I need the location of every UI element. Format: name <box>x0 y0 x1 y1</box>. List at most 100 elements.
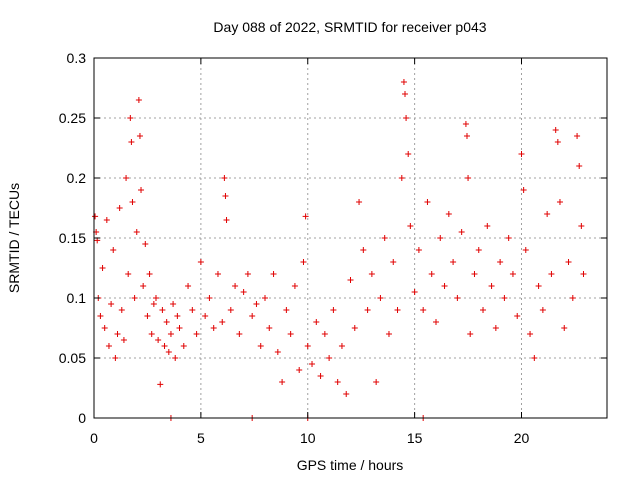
data-point <box>232 283 239 289</box>
data-point <box>441 283 448 289</box>
data-point <box>467 331 474 337</box>
data-point <box>144 313 151 319</box>
data-point <box>148 331 155 337</box>
data-point <box>120 337 127 343</box>
data-point <box>170 301 177 307</box>
data-point <box>240 289 247 295</box>
data-point <box>236 331 243 337</box>
data-point <box>437 235 444 241</box>
data-point <box>317 373 324 379</box>
data-point <box>112 355 119 361</box>
data-point <box>403 115 410 121</box>
data-point <box>368 271 375 277</box>
data-point <box>471 271 478 277</box>
data-point <box>129 199 136 205</box>
data-point <box>415 247 422 253</box>
data-point <box>253 301 260 307</box>
data-point <box>450 259 457 265</box>
data-point <box>172 355 179 361</box>
data-point <box>202 313 209 319</box>
data-point <box>522 247 529 253</box>
data-point <box>334 379 341 385</box>
data-point <box>338 343 345 349</box>
data-point <box>257 343 264 349</box>
x-axis-label: GPS time / hours <box>297 457 404 473</box>
data-point <box>262 295 268 301</box>
data-point <box>465 175 472 181</box>
x-tick-label: 20 <box>514 430 530 446</box>
data-point <box>92 213 99 220</box>
data-point <box>146 271 153 277</box>
data-point <box>576 163 583 169</box>
data-point <box>407 223 414 229</box>
data-point <box>373 379 380 385</box>
data-point <box>206 295 213 301</box>
data-point <box>118 307 125 313</box>
data-point <box>326 355 333 361</box>
data-point <box>539 307 546 313</box>
data-point <box>138 187 145 193</box>
data-point <box>210 325 217 331</box>
data-point <box>475 247 482 253</box>
data-point <box>501 295 508 301</box>
data-point <box>244 271 251 277</box>
data-point <box>270 271 277 277</box>
data-point <box>492 325 499 331</box>
data-point <box>377 295 384 301</box>
x-tick-label: 0 <box>90 430 98 446</box>
data-point <box>405 151 412 157</box>
data-point <box>351 325 358 331</box>
y-tick-label: 0.2 <box>67 170 87 186</box>
data-point <box>221 175 228 181</box>
data-point <box>142 241 149 247</box>
data-point <box>445 211 452 217</box>
x-tick-label: 10 <box>300 430 316 446</box>
data-point <box>266 325 273 331</box>
data-point <box>131 295 138 301</box>
data-point <box>128 139 135 145</box>
data-point <box>287 331 294 337</box>
data-point <box>544 211 551 217</box>
data-point <box>155 337 162 343</box>
data-point <box>125 271 132 277</box>
y-tick-label: 0.25 <box>59 110 86 126</box>
data-point <box>123 175 130 181</box>
data-point <box>402 91 409 97</box>
data-point <box>580 271 587 277</box>
axis-ticks: 0 0.05 0.1 0.15 0.2 0.25 0.3 0 5 10 15 20 <box>59 50 607 446</box>
data-point <box>531 355 538 361</box>
data-point <box>197 259 204 265</box>
data-point <box>163 319 170 325</box>
data-point <box>360 247 367 253</box>
y-tick-label: 0.15 <box>59 230 86 246</box>
data-point <box>274 349 281 355</box>
data-point <box>505 235 512 241</box>
data-point <box>176 325 183 331</box>
data-point <box>458 229 465 235</box>
data-point <box>527 331 534 337</box>
data-point <box>133 229 140 235</box>
y-axis-label: SRMTID / TECUs <box>6 183 22 293</box>
chart-title: Day 088 of 2022, SRMTID for receiver p04… <box>213 19 486 35</box>
data-point <box>302 213 309 220</box>
data-point <box>103 217 110 223</box>
data-point <box>110 247 117 253</box>
data-point <box>304 343 311 349</box>
data-point <box>283 307 290 313</box>
data-point <box>97 313 104 319</box>
grid-lines <box>94 58 607 418</box>
data-point <box>497 259 504 265</box>
y-tick-label: 0.3 <box>67 50 87 66</box>
data-point <box>514 313 521 319</box>
y-tick-label: 0 <box>78 410 86 426</box>
data-point <box>574 133 581 139</box>
data-point <box>454 295 461 301</box>
data-point <box>279 379 286 385</box>
data-point <box>364 307 371 313</box>
data-point <box>114 331 121 337</box>
data-point <box>484 223 491 229</box>
data-point <box>347 277 354 283</box>
data-point <box>428 271 435 277</box>
